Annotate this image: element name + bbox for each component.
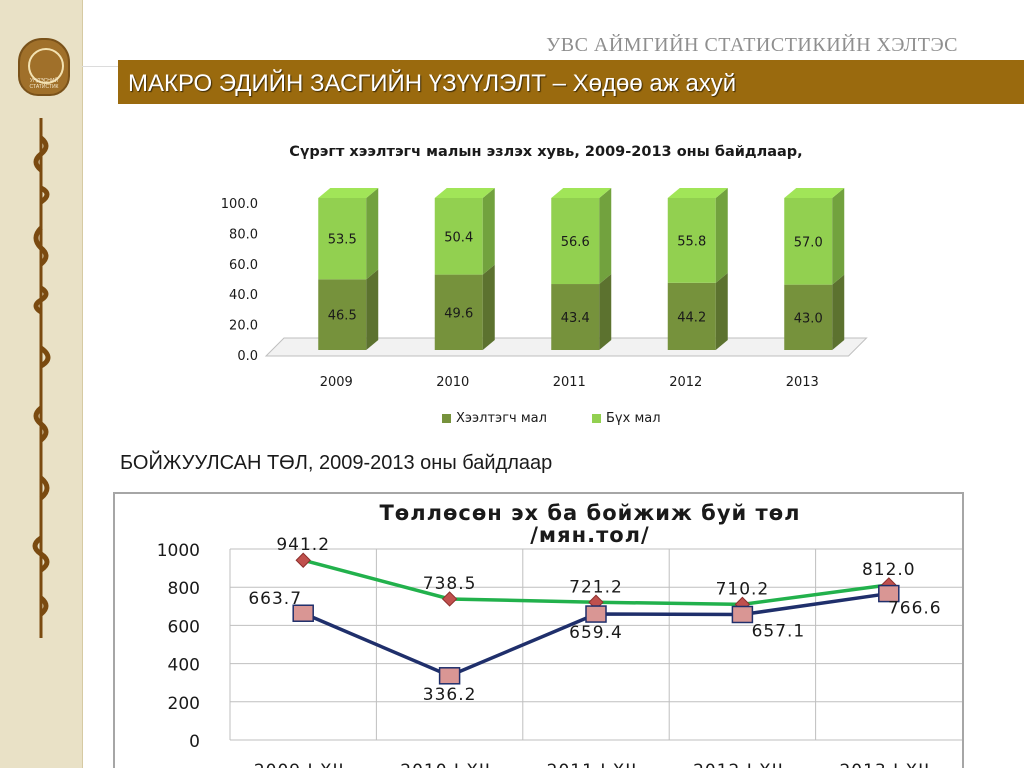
x-tick-label: 2009 I-XII [254,761,345,768]
stacked-bar-chart: Сүрэгт хээлтэгч малын эзлэх хувь, 2009-2… [221,144,868,426]
y-tick-label: 400 [168,656,200,676]
legend-label: Хээлтэгч мал [456,411,547,426]
data-label: 46.5 [328,309,357,324]
bar-side [366,188,379,280]
x-tick-label: 2013 I-XII [839,761,930,768]
x-tick-label: 2009 [320,375,353,390]
y-tick-label: 1000 [157,541,200,561]
y-tick-label: 20.0 [229,319,258,334]
data-label: 55.8 [677,234,706,249]
data-point [585,605,607,623]
data-point [438,667,461,685]
bar-side [715,188,728,283]
y-tick-label: 40.0 [229,288,258,303]
legend-label: Бүх мал [606,411,661,426]
bar-side [482,188,495,275]
chart-title-line: /мян.тол/ [530,523,649,547]
data-label: 721.2 [569,577,623,597]
data-label: 43.4 [561,311,590,326]
page-title-banner: МАКРО ЭДИЙН ЗАСГИЙН ҮЗҮҮЛЭЛТ – Хөдөө аж … [118,60,1024,104]
y-tick-label: 0.0 [237,349,258,364]
bar-side [482,264,495,350]
bar-segment [784,198,833,285]
bar-segment [434,198,483,275]
data-point [295,552,311,568]
bar-top [434,188,495,198]
bar-segment [667,198,716,283]
bar-side [599,188,612,285]
bar-side [366,269,379,350]
bar-top [318,188,379,198]
data-label: 57.0 [794,235,823,250]
bar-segment [318,279,367,350]
data-label: 812.0 [862,560,916,580]
y-tick-label: 80.0 [229,227,258,242]
data-label: 663.7 [248,589,302,609]
y-tick-label: 200 [168,694,200,714]
data-label: 941.2 [276,535,330,555]
bar-segment [667,282,716,350]
data-point [878,584,900,603]
mongolian-script-decoration [32,118,51,638]
data-label: 56.6 [561,235,590,250]
data-label: 50.4 [444,230,473,245]
bar-segment [551,198,600,285]
x-tick-label: 2010 [436,375,469,390]
legend-swatch [442,414,451,423]
y-tick-label: 800 [168,579,200,599]
data-label: 44.2 [677,310,706,325]
legend-swatch [592,414,601,423]
chart-title: Сүрэгт хээлтэгч малын эзлэх хувь, 2009-2… [289,144,802,160]
bar-side [832,188,845,285]
national-statistics-emblem-icon: УНДЭСНИЙ СТАТИСТИК [18,38,70,96]
data-label: 336.2 [423,685,477,705]
x-tick-label: 2011 I-XII [547,761,638,768]
x-tick-label: 2012 I-XII [693,761,784,768]
y-tick-label: 100.0 [221,197,258,212]
x-tick-label: 2010 I-XII [400,761,491,768]
bar-segment [784,284,833,350]
bar-top [667,188,728,198]
bar-top [784,188,845,198]
data-label: 53.5 [328,233,357,248]
section-heading: БОЙЖУУЛСАН ТӨЛ, 2009-2013 оны байдлаар [120,452,553,474]
left-decorative-bar: УНДЭСНИЙ СТАТИСТИК [0,0,83,768]
organization-name: УВС АЙМГИЙН СТАТИСТИКИЙН ХЭЛТЭС [546,34,958,56]
bar-segment [551,284,600,350]
data-label: 710.2 [716,579,770,599]
line-chart-frame [113,492,964,768]
bar-segment [434,274,483,350]
x-tick-label: 2013 [786,375,819,390]
data-point [731,605,754,624]
data-label: 766.6 [888,599,942,619]
bar-side [599,274,612,350]
chart-title-line: Төллөсөн эх ба бойжиж буй төл [379,501,800,525]
y-tick-label: 60.0 [229,258,258,273]
bar-side [715,272,728,350]
data-label: 738.5 [423,574,477,594]
line-chart: Төллөсөн эх ба бойжиж буй төл/мян.тол/0 2… [157,501,962,768]
data-label: 657.1 [752,621,806,641]
x-tick-label: 2011 [553,375,586,390]
bar-top [551,188,612,198]
data-label: 49.6 [444,306,473,321]
data-label: 659.4 [569,623,623,643]
data-label: 43.0 [794,311,823,326]
y-tick-label: 600 [168,617,200,637]
y-tick-label: 0 [189,732,200,752]
bar-side [832,274,845,350]
data-point [292,604,314,622]
x-tick-label: 2012 [669,375,702,390]
bar-segment [318,198,367,280]
emblem-text: УНДЭСНИЙ СТАТИСТИК [29,78,59,90]
data-point [441,591,458,607]
